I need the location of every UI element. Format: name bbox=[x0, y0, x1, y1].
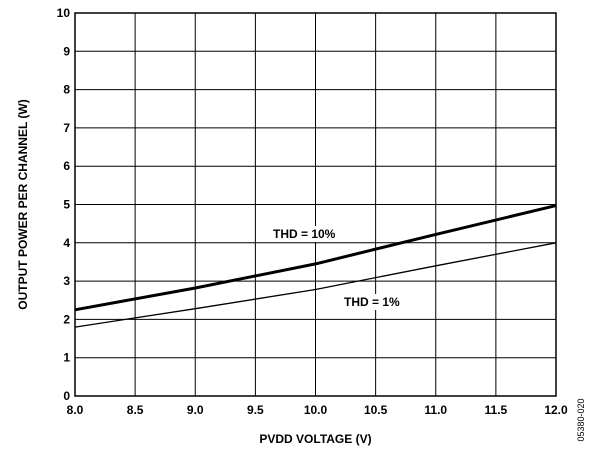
y-tick-label: 5 bbox=[63, 198, 70, 212]
x-tick-labels: 8.0 8.5 9.0 9.5 10.0 10.5 11.0 11.5 12.0 bbox=[67, 403, 568, 417]
x-tick-label: 9.0 bbox=[187, 403, 204, 417]
y-tick-labels: 0 1 2 3 4 5 6 7 8 9 10 bbox=[57, 6, 71, 403]
y-tick-label: 3 bbox=[63, 274, 70, 288]
y-tick-label: 0 bbox=[63, 389, 70, 403]
grid-lines bbox=[74, 12, 557, 397]
series-label: THD = 10% bbox=[273, 227, 336, 241]
y-tick-label: 8 bbox=[63, 83, 70, 97]
x-tick-label: 10.0 bbox=[304, 403, 328, 417]
y-tick-label: 2 bbox=[63, 312, 70, 326]
x-tick-label: 8.0 bbox=[67, 403, 84, 417]
y-tick-label: 10 bbox=[57, 6, 71, 20]
series-label: THD = 1% bbox=[344, 295, 400, 309]
series-label-background bbox=[269, 226, 342, 242]
x-tick-label: 11.5 bbox=[485, 403, 508, 417]
plot-frame bbox=[74, 12, 557, 397]
series-line-thd-10 bbox=[74, 204, 557, 312]
series-label-background bbox=[340, 294, 406, 310]
x-tick-label: 9.5 bbox=[247, 403, 264, 417]
y-tick-label: 4 bbox=[63, 236, 70, 250]
y-tick-label: 7 bbox=[63, 121, 70, 135]
x-axis-title: PVDD VOLTAGE (V) bbox=[259, 432, 371, 446]
figure-id: 05380-020 bbox=[576, 398, 586, 441]
series-layer: THD = 10% THD = 1% bbox=[74, 204, 557, 328]
y-tick-label: 9 bbox=[63, 44, 70, 58]
x-tick-label: 10.5 bbox=[364, 403, 388, 417]
x-tick-label: 11.0 bbox=[424, 403, 447, 417]
x-tick-label: 8.5 bbox=[127, 403, 144, 417]
y-tick-label: 1 bbox=[63, 351, 70, 365]
series-line-thd-1 bbox=[74, 242, 557, 328]
y-axis-title: OUTPUT POWER PER CHANNEL (W) bbox=[16, 99, 30, 309]
x-tick-label: 12.0 bbox=[544, 403, 568, 417]
y-tick-label: 6 bbox=[63, 159, 70, 173]
